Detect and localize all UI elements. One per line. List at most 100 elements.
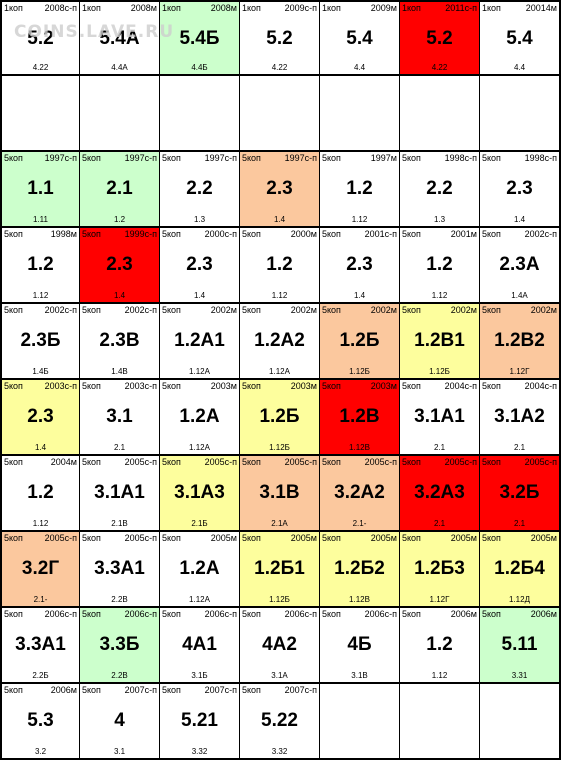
coin-variety-cell[interactable]: 5коп 2002с-п 2.3А 1.4А (480, 228, 561, 304)
reference-code: 1.4 (513, 215, 526, 224)
year-mint-label: 2008с-п (44, 3, 77, 13)
coin-variety-cell[interactable]: 5коп 2005с-п 3.1А3 2.1Б (160, 456, 241, 532)
coin-variety-cell[interactable]: 5коп 1997м 1.2 1.12 (320, 152, 401, 228)
coin-variety-cell[interactable]: 5коп 2006м 1.2 1.12 (400, 608, 481, 684)
coin-variety-cell[interactable]: 5коп 2000с-п 2.3 1.4 (160, 228, 241, 304)
denomination-label: 1коп (402, 3, 421, 13)
coin-variety-cell[interactable]: 5коп 2005с-п 3.1В 2.1А (240, 456, 321, 532)
reference-code: 1.12 (431, 671, 448, 680)
denomination-label: 5коп (162, 533, 181, 543)
coin-variety-cell[interactable]: 1коп 2011с-п 5.2 4.22 (400, 0, 481, 76)
coin-variety-cell[interactable]: 5коп 2005м 1.2Б3 1.12Г (400, 532, 481, 608)
coin-variety-cell[interactable]: 5коп 2002с-п 2.3В 1.4В (80, 304, 161, 380)
coin-variety-cell[interactable]: 5коп 2006с-п 4А2 3.1А (240, 608, 321, 684)
coin-variety-cell[interactable]: 5коп 2007с-п 5.21 3.32 (160, 684, 241, 760)
year-mint-label: 2006с-п (124, 609, 157, 619)
coin-variety-cell[interactable]: 5коп 2001м 1.2 1.12 (400, 228, 481, 304)
coin-variety-cell[interactable]: 5коп 2006с-п 4А1 3.1Б (160, 608, 241, 684)
coin-variety-cell[interactable]: 1коп 2008м 5.4Б 4.4Б (160, 0, 241, 76)
coin-variety-cell[interactable]: 5коп 1998с-п 2.2 1.3 (400, 152, 481, 228)
coin-variety-cell[interactable]: 5коп 2002м 1.2А1 1.12А (160, 304, 241, 380)
coin-variety-cell[interactable]: 5коп 2007с-п 5.22 3.32 (240, 684, 321, 760)
coin-variety-cell[interactable]: 5коп 1999с-п 2.3 1.4 (80, 228, 161, 304)
year-mint-label: 1999с-п (124, 229, 157, 239)
coin-variety-cell[interactable]: 1коп 20014м 5.4 4.4 (480, 0, 561, 76)
coin-variety-cell[interactable]: 5коп 2005с-п 3.1А1 2.1В (80, 456, 161, 532)
year-mint-label: 2008м (130, 3, 157, 13)
coin-variety-cell[interactable]: 5коп 2003м 1.2А 1.12А (160, 380, 241, 456)
coin-variety-cell[interactable]: 5коп 2002м 1.2В1 1.12Б (400, 304, 481, 380)
denomination-label: 5коп (162, 153, 181, 163)
coin-variety-cell[interactable]: 5коп 2007с-п 4 3.1 (80, 684, 161, 760)
coin-variety-cell[interactable]: 5коп 2006с-п 3.3А1 2.2Б (0, 608, 81, 684)
variety-code: 5.11 (501, 634, 538, 655)
coin-variety-cell[interactable]: 5коп 2002м 1.2В2 1.12Г (480, 304, 561, 380)
coin-variety-cell[interactable]: 5коп 2004м 1.2 1.12 (0, 456, 81, 532)
coin-variety-cell[interactable]: 5коп 1997с-п 2.2 1.3 (160, 152, 241, 228)
variety-code: 3.1А1 (414, 406, 465, 427)
coin-variety-cell[interactable]: 5коп 1998с-п 2.3 1.4 (480, 152, 561, 228)
year-mint-label: 1997с-п (284, 153, 317, 163)
coin-variety-cell[interactable]: 5коп 2004с-п 3.1А2 2.1 (480, 380, 561, 456)
coin-variety-cell[interactable]: 1коп 2008м 5.4А 4.4А (80, 0, 161, 76)
reference-code: 1.4Б (32, 367, 49, 376)
reference-code: 1.12 (431, 291, 448, 300)
coin-variety-cell[interactable]: 5коп 2005м 1.2Б1 1.12Б (240, 532, 321, 608)
coin-variety-cell[interactable]: 5коп 2003с-п 3.1 2.1 (80, 380, 161, 456)
coin-variety-cell[interactable]: 5коп 2005с-п 3.2А3 2.1 (400, 456, 481, 532)
coin-variety-cell[interactable]: 5коп 2005с-п 3.2Г 2.1- (0, 532, 81, 608)
year-mint-label: 2006с-п (204, 609, 237, 619)
year-mint-label: 2002м (370, 305, 397, 315)
coin-variety-cell[interactable]: 5коп 2005м 1.2Б4 1.12Д (480, 532, 561, 608)
variety-code: 3.3Б (99, 634, 140, 655)
variety-code: 1.2А (179, 558, 220, 579)
reference-code: 2.2В (111, 671, 128, 680)
year-mint-label: 2005с-п (284, 457, 317, 467)
coin-variety-cell[interactable]: 5коп 2006м 5.11 3.31 (480, 608, 561, 684)
coin-variety-cell[interactable]: 5коп 2005м 1.2Б2 1.12В (320, 532, 401, 608)
coin-variety-cell[interactable]: 5коп 1997с-п 2.3 1.4 (240, 152, 321, 228)
coin-variety-cell[interactable]: 5коп 1997с-п 1.1 1.11 (0, 152, 81, 228)
coin-variety-cell[interactable]: 5коп 2006с-п 4Б 3.1В (320, 608, 401, 684)
coin-variety-cell[interactable]: 5коп 2002м 1.2А2 1.12А (240, 304, 321, 380)
coin-variety-cell[interactable]: 5коп 2002с-п 2.3Б 1.4Б (0, 304, 81, 380)
coin-variety-cell[interactable]: 5коп 2001с-п 2.3 1.4 (320, 228, 401, 304)
denomination-label: 5коп (82, 229, 101, 239)
coin-variety-cell[interactable]: 5коп 2005м 1.2А 1.12А (160, 532, 241, 608)
year-mint-label: 2007с-п (204, 685, 237, 695)
denomination-label: 5коп (162, 457, 181, 467)
variety-code: 5.4Б (179, 28, 220, 49)
coin-variety-cell[interactable]: 5коп 2003м 1.2В 1.12В (320, 380, 401, 456)
coin-variety-cell[interactable]: 5коп 2005с-п 3.2Б 2.1 (480, 456, 561, 532)
coin-variety-cell[interactable]: 1коп 2009с-п 5.2 4.22 (240, 0, 321, 76)
empty-cell (480, 76, 561, 152)
reference-code: 2.1А (271, 519, 288, 528)
coin-variety-cell[interactable]: 5коп 2006с-п 3.3Б 2.2В (80, 608, 161, 684)
variety-code: 1.2Б (339, 330, 380, 351)
year-mint-label: 2005с-п (124, 457, 157, 467)
coin-variety-cell[interactable]: 5коп 2005с-п 3.2А2 2.1- (320, 456, 401, 532)
coin-variety-cell[interactable]: 5коп 2006м 5.3 3.2 (0, 684, 81, 760)
reference-code: 1.3 (433, 215, 446, 224)
denomination-label: 5коп (322, 533, 341, 543)
coin-variety-cell[interactable]: 5коп 2000м 1.2 1.12 (240, 228, 321, 304)
coin-variety-cell[interactable]: 5коп 2002м 1.2Б 1.12Б (320, 304, 401, 380)
variety-code: 5.4 (506, 28, 533, 49)
coin-variety-cell[interactable]: 1коп 2009м 5.4 4.4 (320, 0, 401, 76)
coin-variety-cell[interactable]: 5коп 1997с-п 2.1 1.2 (80, 152, 161, 228)
year-mint-label: 2006с-п (284, 609, 317, 619)
coin-variety-cell[interactable]: 5коп 2003м 1.2Б 1.12Б (240, 380, 321, 456)
denomination-label: 5коп (402, 229, 421, 239)
coin-variety-cell[interactable]: 5коп 1998м 1.2 1.12 (0, 228, 81, 304)
reference-code: 1.12 (32, 291, 49, 300)
reference-code: 3.1Б (191, 671, 208, 680)
denomination-label: 5коп (322, 381, 341, 391)
year-mint-label: 2002с-п (524, 229, 557, 239)
coin-variety-cell[interactable]: 1коп 2008с-п 5.2 4.22 (0, 0, 81, 76)
coin-variety-cell[interactable]: 5коп 2005с-п 3.3А1 2.2В (80, 532, 161, 608)
denomination-label: 5коп (4, 229, 23, 239)
reference-code: 1.12 (32, 519, 49, 528)
year-mint-label: 2005м (450, 533, 477, 543)
coin-variety-cell[interactable]: 5коп 2003с-п 2.3 1.4 (0, 380, 81, 456)
coin-variety-cell[interactable]: 5коп 2004с-п 3.1А1 2.1 (400, 380, 481, 456)
